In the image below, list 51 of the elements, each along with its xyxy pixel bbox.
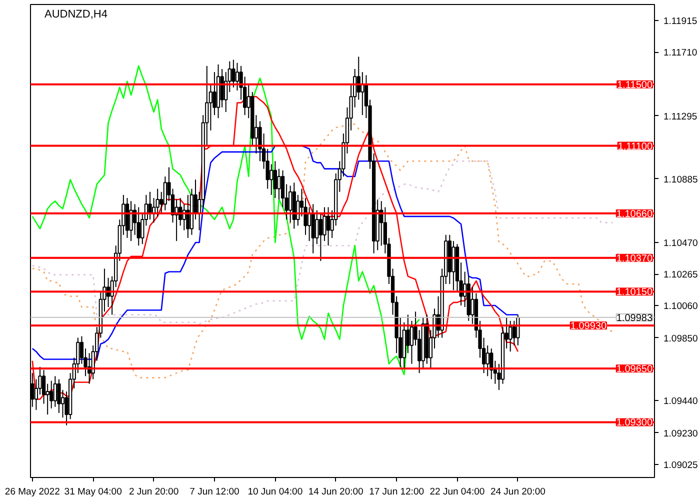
x-tick-label: 14 Jun 20:00 xyxy=(308,486,364,498)
y-tick-label: 1.10470 xyxy=(664,238,698,250)
line-series xyxy=(32,124,614,378)
candlestick xyxy=(129,200,133,242)
candlestick xyxy=(57,378,61,414)
candlestick xyxy=(512,320,516,346)
x-tick-label: 26 May 2022 xyxy=(4,486,60,498)
candlestick xyxy=(232,59,236,88)
candlestick xyxy=(136,206,140,246)
y-tick-label: 1.11710 xyxy=(664,48,698,59)
candlestick xyxy=(186,194,190,238)
x-tick-label: 10 Jun 04:00 xyxy=(248,486,303,498)
candlestick xyxy=(326,206,330,246)
candlestick xyxy=(288,185,292,224)
ref-line-label: 1.11500 xyxy=(617,80,653,91)
candlestick xyxy=(277,168,281,200)
candlestick xyxy=(148,191,152,220)
ref-line-label: 1.10660 xyxy=(616,208,653,220)
y-tick-label: 1.10265 xyxy=(664,270,698,281)
candlestick xyxy=(235,62,240,91)
x-tick-label: 24 Jun 20:00 xyxy=(490,486,546,498)
ref-line-label: 1.10150 xyxy=(616,287,653,298)
x-tick-label: 31 May 04:00 xyxy=(64,486,122,498)
y-tick-label: 1.09230 xyxy=(664,428,698,440)
x-tick-label: 22 Jun 04:00 xyxy=(430,486,485,498)
ref-line-label: 1.10370 xyxy=(616,253,653,264)
x-tick-label: 17 Jun 12:00 xyxy=(369,486,424,498)
chart-title: AUDNZD,H4 xyxy=(44,8,108,20)
ref-line-label: 1.09300 xyxy=(616,418,653,429)
candlestick xyxy=(516,314,520,346)
candlestick xyxy=(273,160,277,198)
candlestick xyxy=(318,212,323,262)
x-tick-label: 2 Jun 20:00 xyxy=(128,486,179,498)
ref-line-label: 1.09650 xyxy=(616,364,653,375)
y-tick-label: 1.10060 xyxy=(664,301,698,312)
x-tick-label: 7 Jun 12:00 xyxy=(190,486,240,498)
y-tick-label: 1.09440 xyxy=(664,396,698,408)
y-tick-label: 1.11915 xyxy=(664,16,698,28)
candlestick xyxy=(406,314,410,354)
candlestick xyxy=(486,344,490,377)
ref-line-label: 1.09983 xyxy=(616,312,653,324)
candlestick xyxy=(53,376,57,408)
y-tick-label: 1.09025 xyxy=(664,460,698,471)
candlestick xyxy=(508,320,512,352)
y-tick-label: 1.11295 xyxy=(664,111,698,122)
y-tick-label: 1.10885 xyxy=(664,174,698,186)
y-tick-label: 1.09850 xyxy=(664,333,698,344)
candlestick xyxy=(270,164,274,196)
ref-line-label: 1.11100 xyxy=(618,141,653,152)
ref-line-label: 1.09930 xyxy=(570,320,607,332)
candlestick xyxy=(220,68,224,108)
